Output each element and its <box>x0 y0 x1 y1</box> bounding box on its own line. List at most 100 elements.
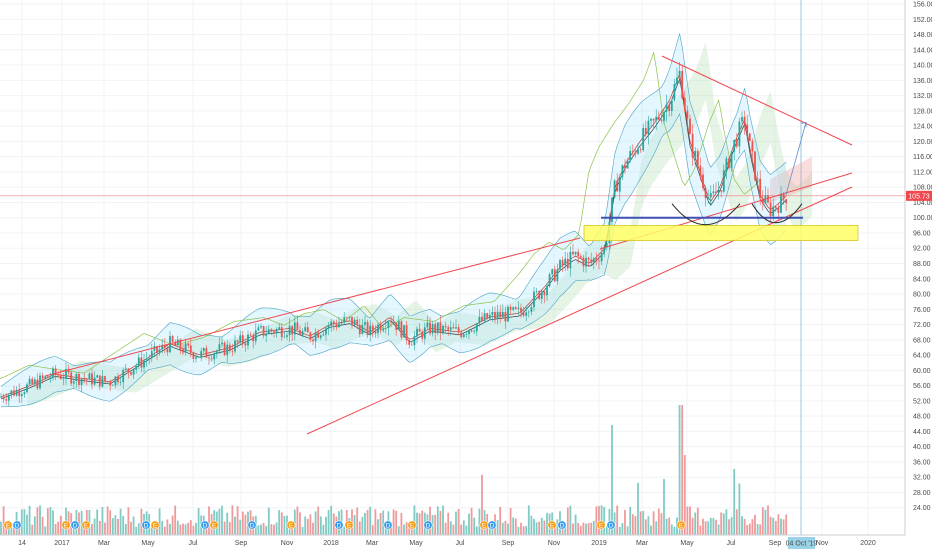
volume-bar <box>631 514 634 535</box>
volume-bar <box>569 505 572 535</box>
badge-label: E <box>482 523 487 530</box>
candle-body <box>301 331 304 336</box>
candle-body <box>257 327 260 331</box>
volume-bar <box>228 522 231 535</box>
y-tick-label: 100.00 <box>913 215 932 222</box>
candle-body <box>231 350 234 352</box>
volume-bar <box>717 524 720 535</box>
candle-body <box>647 120 650 135</box>
volume-bar <box>49 506 52 535</box>
candle-body <box>462 334 465 338</box>
volume-bar <box>699 525 702 535</box>
volume-bar <box>400 512 403 535</box>
x-tick-label: Nov <box>281 540 294 547</box>
volume-bar <box>226 512 229 535</box>
volume-bar <box>644 519 647 535</box>
volume-bar <box>54 523 57 535</box>
y-tick-label: 148.00 <box>913 32 932 39</box>
volume-bar <box>182 523 184 535</box>
candle-body <box>460 332 463 338</box>
volume-bar <box>468 513 470 535</box>
volume-bar <box>299 512 301 535</box>
y-tick-label: 32.00 <box>913 475 931 482</box>
earnings-badge <box>81 520 91 530</box>
volume-bar <box>171 515 174 535</box>
volume-bar <box>540 517 543 535</box>
candle-body <box>517 307 520 309</box>
volume-bar <box>114 515 117 535</box>
x-tick-label: Mar <box>366 540 379 547</box>
volume-bar <box>221 505 223 535</box>
candle-body <box>210 358 213 360</box>
candle-body <box>639 149 642 151</box>
candle-body <box>707 197 710 199</box>
candle-body <box>93 377 96 385</box>
candle-body <box>754 151 756 180</box>
volume-bar <box>473 517 476 535</box>
candle-body <box>525 312 528 316</box>
y-tick-label: 156.00 <box>913 2 932 9</box>
candle-body <box>678 70 681 78</box>
volume-bar <box>135 526 138 535</box>
candle-body <box>254 330 257 342</box>
candle-body <box>200 351 203 358</box>
dividend-badge <box>383 520 393 530</box>
candle-body <box>18 389 21 397</box>
time-axis[interactable]: 14 2017 Mar May Jul Sep Nov 2018 Mar May Jul Sep Nov… <box>0 534 905 549</box>
volume-bar <box>642 510 645 535</box>
candle-body <box>228 344 231 351</box>
volume-bar <box>293 509 296 535</box>
volume-bar <box>707 521 710 535</box>
volume-bar <box>751 519 754 535</box>
y-tick-label: 124.00 <box>913 124 932 131</box>
volume-bar <box>600 505 603 535</box>
volume-bar <box>660 513 663 535</box>
earnings-badge <box>547 520 557 530</box>
volume-bar <box>36 507 39 535</box>
volume-bar <box>96 509 99 535</box>
candle-body <box>629 151 632 161</box>
candle-body <box>657 116 660 120</box>
volume-bar <box>442 505 444 535</box>
candle-body <box>39 375 41 389</box>
candle-body <box>522 312 525 316</box>
volume-bar <box>761 507 764 535</box>
price-axis[interactable]: 24.00 28.00 32.00 36.00 40.00 44.00 48.00 52.00… <box>904 0 932 535</box>
candle-body <box>145 359 148 361</box>
volume-bar <box>579 525 582 535</box>
candle-body <box>577 251 580 257</box>
candle-body <box>637 149 639 154</box>
volume-bar <box>83 524 86 535</box>
candle-body <box>756 178 759 180</box>
candle-body <box>556 269 559 282</box>
y-tick-label: 24.00 <box>913 505 931 512</box>
candle-body <box>80 379 83 385</box>
candle-body <box>137 357 140 367</box>
volume-bar <box>343 526 346 535</box>
candlesticks <box>0 61 788 407</box>
volume-bar <box>618 526 621 535</box>
candle-body <box>179 339 182 350</box>
volume-bar <box>527 505 530 535</box>
candle-body <box>85 379 88 380</box>
candle-body <box>741 116 743 122</box>
candle-body <box>124 368 127 370</box>
volume-bar <box>650 525 652 535</box>
earnings-badge <box>596 520 606 530</box>
volume-bar <box>369 506 372 535</box>
grid-lines <box>0 0 905 535</box>
candle-body <box>244 343 247 346</box>
volume-bar <box>429 506 431 535</box>
candle-body <box>582 257 585 267</box>
lagging-line <box>0 51 761 380</box>
conversion-line <box>0 77 787 400</box>
dividend-badge <box>334 520 344 530</box>
candle-body <box>46 376 49 379</box>
volume-bar <box>416 512 418 535</box>
volume-bar <box>283 516 286 535</box>
candle-body <box>119 382 122 383</box>
candle-body <box>533 291 535 308</box>
candle-body <box>704 187 707 199</box>
candle-body <box>683 97 686 111</box>
